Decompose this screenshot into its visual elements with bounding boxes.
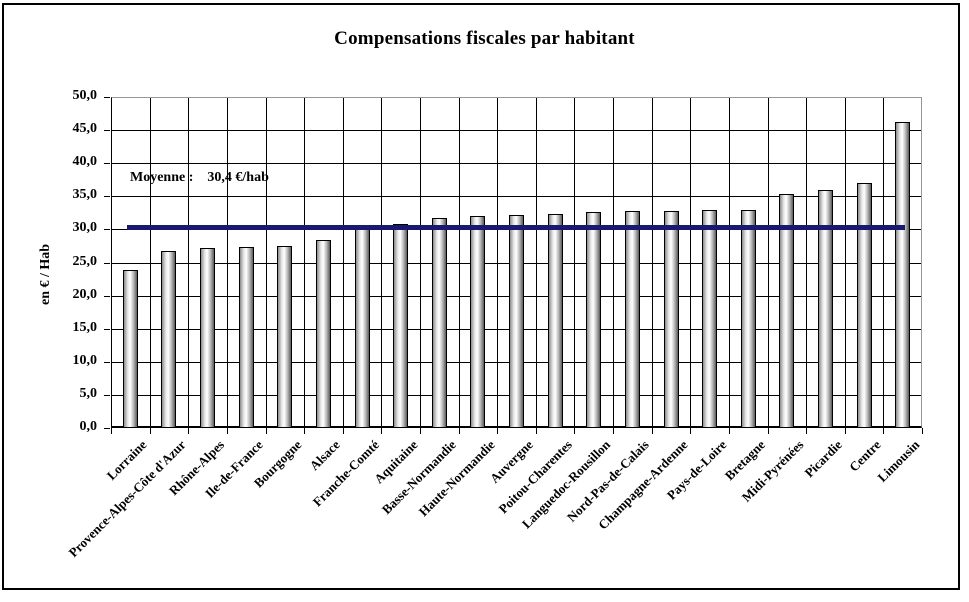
x-axis-tick (535, 428, 537, 434)
bar-poitou-charentes (547, 213, 563, 428)
bar-auvergne (509, 214, 524, 428)
y-axis-tick (104, 361, 110, 363)
y-axis-tick-label: 5,0 (79, 385, 98, 401)
y-axis-tick (104, 97, 110, 98)
v-gridline (381, 98, 383, 428)
x-axis-tick (651, 428, 653, 434)
bar-ile-de-france (238, 247, 254, 428)
h-gridline (112, 163, 921, 165)
y-axis-tick (104, 163, 110, 165)
bar-aquitaine (393, 224, 409, 428)
bar-champagne-ardenne (663, 210, 679, 428)
v-gridline (806, 98, 808, 428)
y-axis-tick-label: 15,0 (72, 319, 98, 335)
y-axis-tick (104, 328, 110, 330)
x-axis-tick (922, 428, 923, 434)
y-axis-tick (104, 295, 110, 297)
bar-alsace (315, 240, 331, 428)
v-gridline (458, 98, 460, 428)
bar-limousin (895, 121, 911, 428)
bar-picardie (818, 189, 833, 428)
bar-bretagne (740, 209, 756, 428)
bar-pays-de-loire (702, 210, 718, 428)
v-gridline (420, 98, 421, 428)
x-axis-tick (844, 428, 846, 434)
figure-border (2, 3, 960, 590)
bar-haute-normandie (470, 215, 486, 428)
v-gridline (265, 98, 267, 428)
y-axis-tick-label: 10,0 (72, 352, 98, 368)
x-axis-tick (342, 428, 344, 434)
y-axis-tick-label: 45,0 (72, 121, 98, 137)
v-gridline (767, 98, 769, 428)
bar-languedoc-rousillon (586, 211, 602, 428)
v-gridline (188, 98, 190, 428)
y-axis-tick-label: 0,0 (79, 419, 98, 434)
v-gridline (613, 98, 614, 428)
mean-annotation-value: 30,4 €/hab (207, 170, 269, 185)
bar-basse-normandie (431, 218, 447, 428)
v-gridline (651, 98, 653, 428)
x-axis-tick (883, 428, 885, 434)
bar-midi-pyr-n-es (779, 194, 795, 428)
x-axis-tick (497, 428, 499, 434)
x-axis-tick (767, 428, 769, 434)
v-gridline (728, 98, 730, 428)
bar-franche-comt- (354, 227, 370, 428)
v-gridline (342, 98, 344, 428)
x-axis-tick (188, 428, 190, 434)
bar-nord-pas-de-calais (624, 210, 640, 428)
v-gridline (690, 98, 692, 428)
x-axis-tick (690, 428, 692, 434)
y-axis-tick (104, 394, 110, 396)
x-axis-tick (149, 428, 151, 434)
y-axis-tick-label: 35,0 (72, 187, 98, 203)
v-gridline (497, 98, 499, 428)
v-gridline (535, 98, 537, 428)
y-axis-tick (104, 428, 110, 429)
mean-annotation-label: Moyenne : (130, 170, 194, 185)
v-gridline (304, 98, 306, 428)
y-axis-tick-label: 50,0 (72, 88, 98, 103)
y-axis-tick (104, 229, 110, 231)
x-axis-tick (613, 428, 614, 434)
y-axis-tick (104, 196, 110, 198)
chart-title: Compensations fiscales par habitant (334, 28, 635, 49)
x-axis-tick (265, 428, 267, 434)
bar-lorraine (122, 269, 138, 428)
y-axis-tick-label: 30,0 (72, 220, 98, 236)
v-gridline (883, 98, 885, 428)
h-gridline (112, 196, 921, 198)
y-axis-tick-label: 20,0 (72, 286, 98, 302)
mean-reference-line (127, 224, 905, 230)
v-gridline (574, 98, 576, 428)
v-gridline (844, 98, 846, 428)
x-axis-tick (728, 428, 730, 434)
bar-provence-alpes-c-te-d-azur (161, 250, 177, 428)
bar-centre (856, 183, 872, 428)
mean-annotation: Moyenne : 30,4 €/hab (130, 170, 269, 186)
y-axis-tick-label: 40,0 (72, 154, 98, 170)
x-axis-tick (304, 428, 306, 434)
x-axis-tick (381, 428, 383, 434)
x-axis-tick (458, 428, 460, 434)
bar-rh-ne-alpes (200, 247, 215, 428)
v-gridline (226, 98, 228, 428)
x-axis-tick (806, 428, 808, 434)
x-axis-tick (111, 428, 112, 434)
y-axis-tick-label: 25,0 (72, 253, 98, 269)
y-axis-tick (104, 262, 110, 264)
x-axis-tick (574, 428, 576, 434)
h-gridline (112, 130, 921, 132)
y-axis-tick (104, 130, 110, 132)
x-axis-tick (226, 428, 228, 434)
x-axis-tick (420, 428, 421, 434)
v-gridline (149, 98, 151, 428)
bar-bourgogne (277, 245, 293, 428)
